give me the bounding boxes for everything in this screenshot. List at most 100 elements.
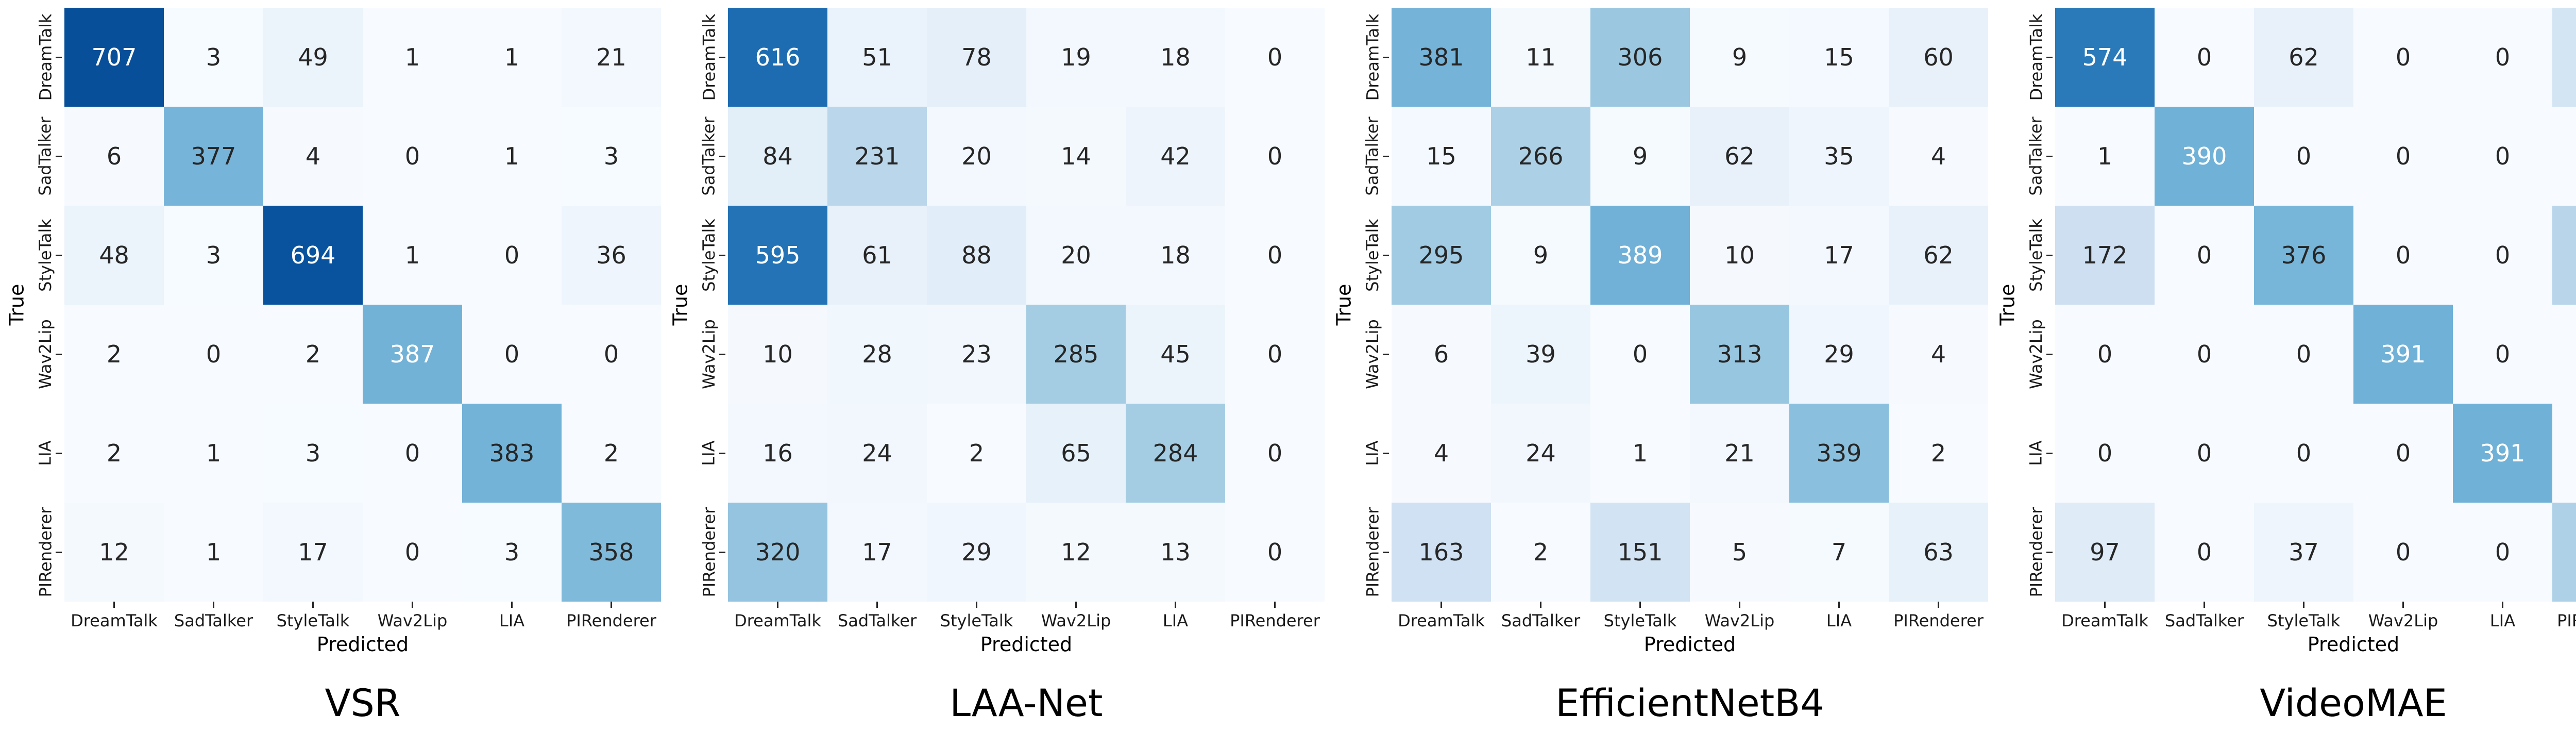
- heatmap-cell: 24: [1491, 404, 1590, 503]
- row-tick-label-text: LIA: [1363, 440, 1382, 466]
- heatmap-cell: 9: [1590, 107, 1690, 206]
- col-tick-label: StyleTalk: [2267, 611, 2341, 630]
- y-tick-mark: [56, 156, 62, 157]
- subplot-title: EfficientNetB4: [1555, 682, 1824, 725]
- heatmap-cell: 0: [2353, 404, 2453, 503]
- heatmap-cell: 1: [1590, 404, 1690, 503]
- heatmap-cell: 387: [363, 305, 462, 404]
- row-tick-label: LIA: [34, 404, 57, 503]
- heatmap-cell: 0: [1225, 206, 1325, 305]
- heatmap-cell: 381: [1392, 8, 1491, 107]
- x-axis-label: Predicted: [2307, 633, 2400, 656]
- heatmap-cell: 0: [2552, 404, 2576, 503]
- col-tick-label: PIRenderer: [1893, 611, 1984, 630]
- x-tick-mark: [2303, 602, 2304, 608]
- heatmap-cell: 163: [1392, 503, 1491, 602]
- x-axis-label: Predicted: [980, 633, 1073, 656]
- y-tick-mark: [56, 255, 62, 256]
- heatmap-cell: 0: [462, 206, 562, 305]
- heatmap-cell: 0: [2055, 305, 2155, 404]
- heatmap-cell: 12: [64, 503, 164, 602]
- subplot-efficientnetb4: True DreamTalk SadTalker StyleTalk Wav2Lip L…: [1325, 0, 1988, 747]
- y-tick-mark: [1383, 57, 1389, 58]
- heatmap-cell: 383: [462, 404, 562, 503]
- row-tick-label-text: Wav2Lip: [2026, 319, 2046, 389]
- heatmap-cell: 0: [2453, 206, 2552, 305]
- heatmap-cell: 4: [1392, 404, 1491, 503]
- row-tick-label: SadTalker: [698, 107, 720, 206]
- row-tick-label-text: DreamTalk: [699, 13, 719, 101]
- col-tick-label: StyleTalk: [276, 611, 350, 630]
- col-tick-label: PIRenderer: [566, 611, 656, 630]
- col-tick-label: LIA: [2489, 611, 2516, 630]
- heatmap-cell: 266: [1491, 107, 1590, 206]
- y-axis-label: True: [1996, 284, 2019, 326]
- heatmap-cell: 0: [363, 107, 462, 206]
- heatmap-cell: 313: [1690, 305, 1789, 404]
- row-tick-label-text: DreamTalk: [2026, 13, 2046, 101]
- heatmap-cell: 0: [2453, 305, 2552, 404]
- heatmap-cell: 595: [728, 206, 827, 305]
- heatmap-cell: 0: [1225, 107, 1325, 206]
- heatmap-cell: 19: [1026, 8, 1126, 107]
- y-tick-mark: [2046, 156, 2053, 157]
- heatmap-cell: 358: [562, 503, 661, 602]
- heatmap-cell: 1: [363, 8, 462, 107]
- y-tick-mark: [56, 354, 62, 355]
- heatmap-cell: 1: [363, 206, 462, 305]
- heatmap-cell: 1: [462, 107, 562, 206]
- heatmap-cell: 320: [728, 503, 827, 602]
- heatmap-cell: 45: [1126, 305, 1225, 404]
- y-axis-label-wrap: True: [669, 8, 691, 602]
- heatmap-cell: 0: [2353, 107, 2453, 206]
- heatmap-cell: 39: [1491, 305, 1590, 404]
- subplot-title: VideoMAE: [2260, 682, 2447, 725]
- heatmap-cell: 0: [2155, 503, 2254, 602]
- heatmap-cell: 1: [2055, 107, 2155, 206]
- heatmap-cell: 9: [1690, 8, 1789, 107]
- x-axis-label: Predicted: [1643, 633, 1736, 656]
- heatmap-cell: 0: [2453, 8, 2552, 107]
- heatmap-cell: 61: [827, 206, 927, 305]
- heatmap-cell: 62: [1889, 206, 1988, 305]
- x-tick-mark: [511, 602, 513, 608]
- col-tick-label: SadTalker: [2164, 611, 2244, 630]
- heatmap-cell: 0: [1225, 8, 1325, 107]
- col-tick-label: DreamTalk: [1398, 611, 1485, 630]
- x-tick-mark: [976, 602, 977, 608]
- y-axis-label: True: [5, 284, 28, 326]
- heatmap-cell: 12: [1026, 503, 1126, 602]
- heatmap-cell: 377: [164, 107, 263, 206]
- heatmap-cell: 2: [562, 404, 661, 503]
- heatmap-cell: 2: [263, 305, 363, 404]
- row-tick-label-text: StyleTalk: [36, 219, 55, 292]
- x-tick-mark: [1639, 602, 1641, 608]
- subplot-videomae: True DreamTalk SadTalker StyleTalk Wav2Lip L…: [1988, 0, 2576, 747]
- x-tick-mark: [1838, 602, 1840, 608]
- heatmap-cell: 0: [2353, 503, 2453, 602]
- heatmap-cell: 1: [164, 503, 263, 602]
- heatmap-cell: 24: [827, 404, 927, 503]
- heatmap-cell: 0: [2552, 305, 2576, 404]
- row-tick-label: DreamTalk: [2025, 8, 2047, 107]
- row-tick-label-text: StyleTalk: [1363, 219, 1382, 292]
- row-tick-label: PIRenderer: [1361, 503, 1384, 602]
- heatmap-cell: 28: [827, 305, 927, 404]
- y-tick-mark: [2046, 552, 2053, 553]
- col-tick-label: Wav2Lip: [1041, 611, 1111, 630]
- row-tick-label-text: SadTalker: [2026, 117, 2046, 196]
- heatmap-cell: 1: [462, 8, 562, 107]
- heatmap-cell: 0: [562, 305, 661, 404]
- heatmap-cell: 7: [1789, 503, 1889, 602]
- heatmap-cell: 0: [2552, 107, 2576, 206]
- subplot-laa-net: True DreamTalk SadTalker StyleTalk Wav2Lip L…: [661, 0, 1325, 747]
- heatmap-cell: 3: [263, 404, 363, 503]
- x-tick-mark: [213, 602, 214, 608]
- heatmap-cell: 49: [263, 8, 363, 107]
- row-tick-label-text: PIRenderer: [699, 507, 719, 597]
- col-tick-label: PIRenderer: [2557, 611, 2576, 630]
- heatmap-cell: 62: [1690, 107, 1789, 206]
- row-tick-label: LIA: [1361, 404, 1384, 503]
- x-tick-mark: [113, 602, 115, 608]
- x-tick-mark: [611, 602, 612, 608]
